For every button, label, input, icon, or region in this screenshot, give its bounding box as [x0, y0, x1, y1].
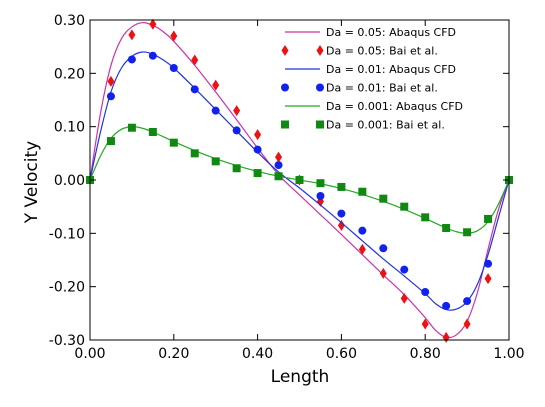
- data-point: [169, 64, 178, 72]
- data-point: [379, 194, 388, 203]
- y-tick-label: 0.10: [54, 120, 85, 136]
- legend-marker: [316, 45, 324, 56]
- data-point: [379, 267, 387, 279]
- legend-item-3: Da = 0.01: Abaqus CFD: [285, 63, 456, 76]
- data-point: [232, 164, 241, 173]
- legend-label: Da = 0.05: Bai et al.: [326, 45, 438, 58]
- data-point: [169, 138, 178, 147]
- data-point: [442, 331, 450, 343]
- y-tick-label: 0.30: [54, 13, 85, 29]
- y-axis-title: Y Velocity: [22, 141, 42, 224]
- data-point: [337, 182, 346, 191]
- legend-label: Da = 0.001: Bai et al.: [326, 119, 445, 132]
- data-point: [421, 318, 429, 330]
- x-tick-label: 0.40: [242, 346, 273, 362]
- data-point: [274, 161, 283, 170]
- legend-item-1: Da = 0.05: Abaqus CFD: [285, 26, 456, 39]
- data-point: [463, 318, 471, 330]
- x-tick-label: 0.80: [410, 346, 441, 362]
- data-point: [254, 129, 262, 141]
- data-point: [232, 126, 241, 135]
- data-point: [274, 172, 283, 181]
- data-point: [148, 128, 157, 136]
- data-point: [128, 29, 136, 41]
- x-tick-label: 0.60: [326, 346, 357, 362]
- data-point: [211, 157, 220, 166]
- series-line: [89, 51, 510, 311]
- data-point: [484, 273, 492, 285]
- data-point: [358, 187, 367, 196]
- legend-marker: [281, 45, 289, 56]
- data-point: [149, 18, 157, 30]
- data-point: [379, 244, 388, 253]
- data-point: [170, 30, 178, 42]
- data-point: [295, 176, 304, 184]
- data-point: [212, 79, 220, 91]
- legend-label: Da = 0.01: Abaqus CFD: [326, 63, 456, 76]
- legend-label: Da = 0.01: Bai et al.: [326, 82, 438, 95]
- data-point: [107, 75, 115, 87]
- data-point: [358, 226, 367, 235]
- legend-marker: [281, 83, 289, 92]
- data-point: [190, 149, 199, 158]
- x-tick-label: 0.20: [158, 346, 189, 362]
- series-1: [89, 22, 510, 339]
- data-point: [463, 297, 472, 306]
- data-point: [233, 105, 241, 117]
- data-point: [337, 209, 346, 218]
- series-layer: [86, 18, 513, 343]
- data-point: [442, 301, 451, 310]
- y-tick-label: -0.10: [49, 226, 85, 242]
- data-point: [337, 219, 345, 231]
- data-point: [106, 137, 115, 146]
- y-tick-label: -0.20: [49, 280, 85, 296]
- y-tick-label: -0.30: [49, 333, 85, 349]
- legend-marker: [281, 120, 289, 129]
- data-point: [400, 265, 409, 274]
- series-3: [89, 51, 510, 311]
- data-point: [127, 55, 136, 64]
- x-tick-label: 1.00: [493, 346, 524, 362]
- data-point: [316, 179, 325, 188]
- legend-marker: [316, 83, 324, 92]
- legend-item-6: Da = 0.001: Bai et al.: [281, 119, 445, 132]
- data-point: [253, 145, 262, 154]
- data-point: [358, 243, 366, 255]
- data-point: [463, 228, 472, 237]
- data-point: [191, 54, 199, 66]
- data-point: [484, 214, 493, 223]
- y-tick-label: 0.00: [54, 173, 85, 189]
- data-point: [148, 51, 157, 60]
- data-point: [400, 202, 409, 211]
- legend-item-4: Da = 0.01: Bai et al.: [281, 82, 438, 95]
- x-tick-label: 0.00: [74, 346, 105, 362]
- data-point: [253, 169, 262, 178]
- legend-label: Da = 0.05: Abaqus CFD: [326, 26, 456, 39]
- data-point: [421, 213, 430, 222]
- legend: Da = 0.05: Abaqus CFD Da = 0.05: Bai et a…: [281, 26, 463, 132]
- legend-marker: [316, 120, 324, 129]
- data-point: [400, 292, 408, 304]
- data-point: [421, 288, 430, 296]
- legend-label: Da = 0.001: Abaqus CFD: [326, 100, 463, 113]
- data-point: [127, 123, 136, 132]
- data-point: [484, 259, 493, 268]
- data-point: [211, 106, 220, 115]
- data-point: [190, 85, 199, 94]
- data-point: [275, 151, 283, 163]
- series-line: [89, 22, 510, 339]
- data-point: [106, 92, 115, 101]
- data-point: [442, 224, 451, 232]
- legend-item-5: Da = 0.001: Abaqus CFD: [285, 100, 463, 113]
- series-6: [86, 123, 513, 237]
- axes-layer: 0.00 0.20 0.40 0.60 0.80 1.00 0.30 0.20 0.10 0.00…: [49, 13, 525, 362]
- legend-item-2: Da = 0.05: Bai et al.: [281, 45, 438, 58]
- x-axis-title: Length: [271, 367, 330, 387]
- y-tick-label: 0.20: [54, 66, 85, 82]
- data-point: [316, 192, 325, 200]
